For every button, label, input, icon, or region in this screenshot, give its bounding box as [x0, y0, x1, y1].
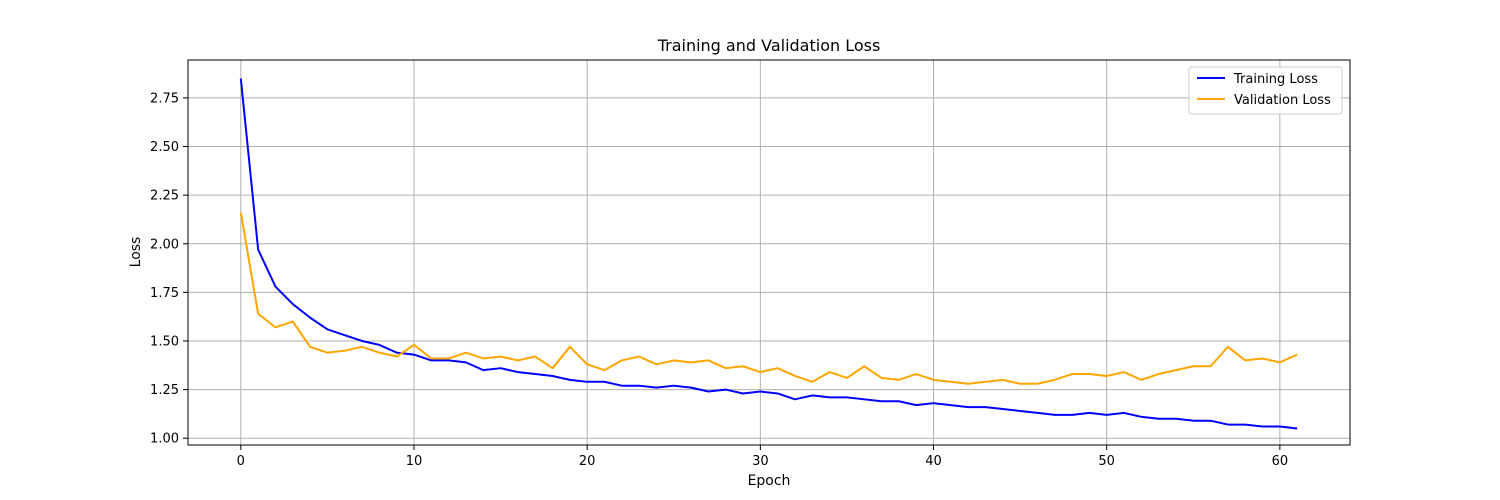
x-tick-label: 50 [1098, 454, 1115, 469]
y-tick-label: 2.50 [150, 140, 179, 155]
y-tick-label: 1.75 [150, 286, 179, 301]
x-tick-label: 60 [1272, 454, 1289, 469]
grid [188, 60, 1350, 445]
x-tick-label: 10 [406, 454, 423, 469]
y-tick-label: 2.00 [150, 237, 179, 252]
x-tick-label: 0 [237, 454, 245, 469]
y-tick-label: 1.50 [150, 334, 179, 349]
legend-box [1188, 66, 1343, 115]
legend-label-validation-loss: Validation Loss [1234, 93, 1331, 108]
legend-label-training-loss: Training Loss [1233, 72, 1318, 87]
chart-title: Training and Validation Loss [657, 36, 881, 55]
y-tick-label: 1.25 [150, 383, 179, 398]
series-line-training-loss [239, 78, 1298, 430]
plot-frame [187, 59, 1351, 446]
series-lines [239, 78, 1298, 430]
x-tick-label: 30 [752, 454, 769, 469]
x-tick-label: 40 [925, 454, 942, 469]
series-line-validation-loss [239, 212, 1298, 385]
y-axis-label: Loss [128, 237, 144, 268]
y-tick-label: 2.25 [150, 189, 179, 204]
y-tick-label: 2.75 [150, 91, 179, 106]
y-tick-label: 1.00 [150, 432, 179, 447]
x-axis-label: Epoch [748, 473, 791, 489]
legend: Training Loss Validation Loss [1188, 66, 1343, 115]
axis-ticks: 0 10 20 30 40 50 60 1.00 1.25 1.50 1.75 2.00 2.25 2.5… [150, 91, 1288, 469]
x-tick-label: 20 [579, 454, 596, 469]
